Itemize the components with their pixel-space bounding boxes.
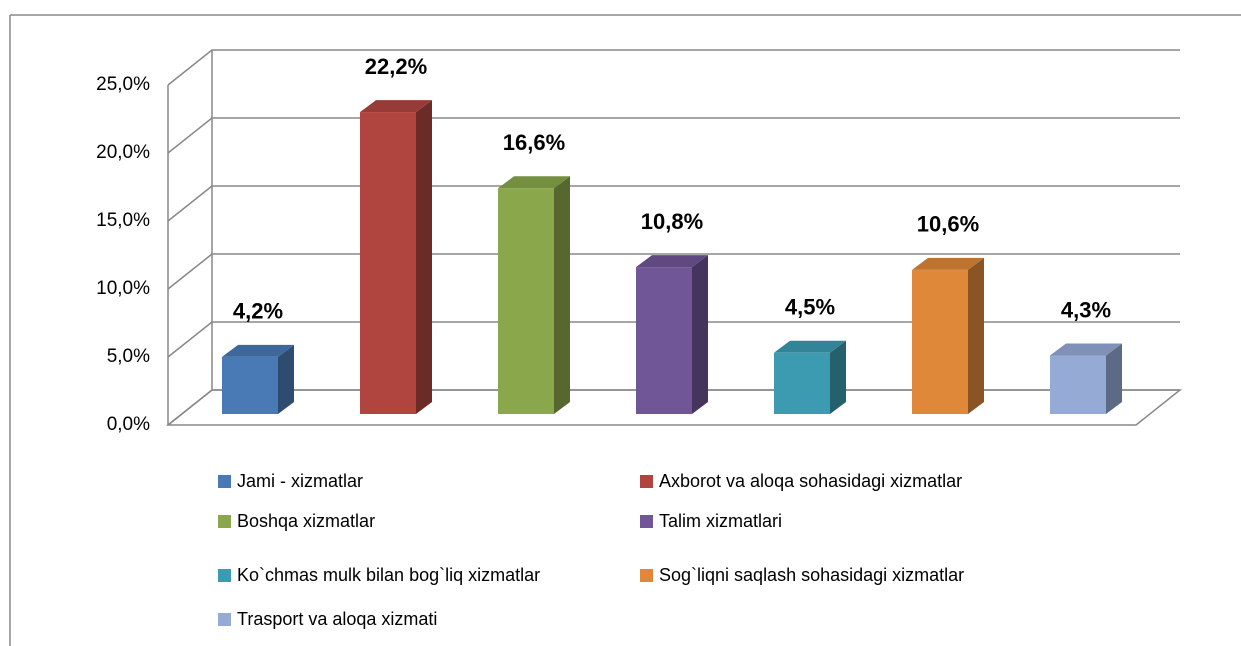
legend-swatch — [640, 569, 653, 582]
legend-label: Sog`liqni saqlash sohasidagi xizmatlar — [659, 565, 964, 585]
legend-swatch — [218, 515, 231, 528]
y-tick-label: 20,0% — [96, 142, 150, 163]
bar — [498, 188, 554, 414]
bar-side — [416, 100, 432, 414]
legend-label: Jami - xizmatlar — [237, 471, 363, 491]
y-tick-label: 10,0% — [96, 278, 150, 299]
legend-label: Boshqa xizmatlar — [237, 511, 375, 531]
value-label: 4,3% — [1061, 297, 1111, 322]
legend-swatch — [218, 613, 231, 626]
bar-side — [830, 340, 846, 414]
legend-label: Ko`chmas mulk bilan bog`liq xizmatlar — [237, 565, 540, 585]
legend-swatch — [218, 475, 231, 488]
value-label: 4,5% — [785, 295, 835, 320]
grid-line — [167, 389, 1180, 426]
bar — [360, 112, 416, 414]
y-tick-label: 25,0% — [96, 74, 150, 95]
grid-line — [167, 117, 1180, 154]
bar — [636, 267, 692, 414]
legend-label: Trasport va aloqa xizmati — [237, 609, 437, 629]
bar-top — [1050, 343, 1122, 356]
bar — [912, 269, 968, 414]
bar-top — [498, 176, 570, 189]
grid-line — [167, 321, 1180, 358]
y-tick-label: 15,0% — [96, 210, 150, 231]
value-label: 10,6% — [917, 212, 979, 237]
legend-swatch — [218, 569, 231, 582]
bar-side — [554, 176, 570, 414]
bar-top — [912, 257, 984, 270]
bar-side — [1106, 343, 1122, 414]
bar-top — [774, 340, 846, 353]
legend-swatch — [640, 515, 653, 528]
y-tick-label: 5,0% — [107, 346, 150, 367]
legend-swatch — [640, 475, 653, 488]
grid-line — [167, 253, 1180, 290]
value-label: 16,6% — [503, 130, 565, 155]
legend-label: Axborot va aloqa sohasidagi xizmatlar — [659, 471, 962, 491]
legend-label: Talim xizmatlari — [659, 511, 782, 531]
bar-top — [636, 255, 708, 268]
value-label: 22,2% — [365, 54, 427, 79]
bar-top — [360, 100, 432, 113]
bar — [774, 352, 830, 414]
bar-side — [692, 255, 708, 414]
bar-side — [968, 257, 984, 414]
y-tick-label: 0,0% — [107, 414, 150, 435]
bar-side — [278, 344, 294, 414]
bar — [1050, 355, 1106, 414]
value-label: 10,8% — [641, 209, 703, 234]
grid-line — [167, 185, 1180, 222]
grid-line — [167, 49, 1180, 86]
value-label: 4,2% — [233, 299, 283, 324]
bar-top — [222, 344, 294, 357]
bar — [222, 356, 278, 414]
